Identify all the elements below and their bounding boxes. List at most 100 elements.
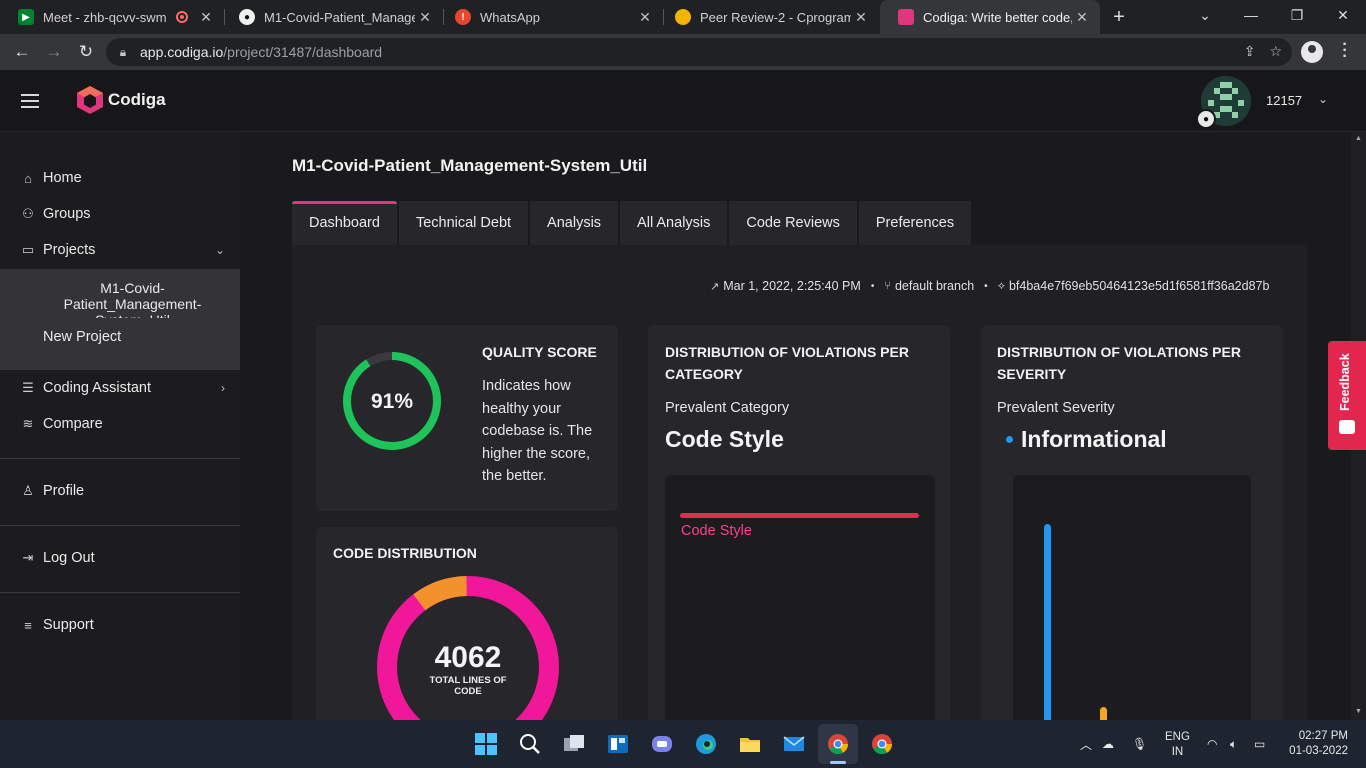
browser-menu-icon[interactable]: · · ·	[1342, 36, 1348, 65]
violations-severity-card: DISTRIBUTION OF VIOLATIONS PER SEVERITY …	[981, 325, 1283, 720]
back-arrow-icon[interactable]: ←	[13, 42, 31, 61]
windows-taskbar: ︿ ☁ 🎙︎ ENG IN ◠ 🔈︎ ▭ 02:27 PM 01-03-2022	[0, 720, 1366, 768]
sidebar-item-new-project[interactable]: New Project	[43, 329, 122, 345]
divider	[0, 525, 240, 526]
chrome-profile-icon[interactable]	[866, 728, 898, 760]
sidebar-item-projects[interactable]: ▭ Projects ⌄	[21, 242, 225, 258]
logout-icon: ⇥	[22, 550, 34, 565]
mail-icon[interactable]	[778, 728, 810, 760]
home-icon: ⌂	[24, 170, 32, 186]
browser-toolbar: ← → ↻ 🔒︎ app.codiga.io/project/31487/das…	[0, 34, 1366, 70]
tab-analysis[interactable]: Analysis	[530, 201, 619, 245]
layers-icon: ≋	[22, 416, 34, 431]
chrome-icon[interactable]	[822, 728, 854, 760]
widgets-icon[interactable]	[602, 728, 634, 760]
projects-submenu	[0, 269, 240, 370]
chevron-right-icon: ›	[221, 381, 225, 395]
codiga-logo[interactable]: Codiga	[76, 85, 166, 115]
profile-icon[interactable]	[1301, 41, 1323, 63]
meet-favicon-icon: ▶	[18, 9, 34, 25]
support-icon: ≡	[24, 617, 32, 633]
browser-tab-codiga[interactable]: Codiga: Write better code, fa ✕	[880, 0, 1100, 34]
windows-start-icon[interactable]	[470, 728, 502, 760]
groups-icon: ⚇	[22, 206, 34, 221]
branch-icon: ⑂	[884, 280, 891, 292]
quality-score-ring: 91%	[343, 352, 441, 450]
tray-chevron-up-icon[interactable]: ︿	[1080, 737, 1093, 752]
feedback-icon	[1339, 420, 1355, 434]
search-icon[interactable]	[514, 728, 546, 760]
tab-dashboard[interactable]: Dashboard	[292, 201, 397, 245]
share-icon[interactable]: ⇪	[1243, 43, 1256, 59]
close-tab-icon[interactable]: ✕	[1076, 8, 1088, 25]
feedback-button[interactable]: Feedback	[1328, 341, 1366, 450]
browser-tab-meet[interactable]: ▶ Meet - zhb-qcvv-swm ✕	[0, 0, 224, 34]
chevron-down-icon[interactable]: ⌄	[1318, 92, 1329, 106]
sidebar-item-support[interactable]: ≡ Support	[0, 607, 240, 643]
browser-tab-github[interactable]: ● M1-Covid-Patient_Managem ✕	[221, 0, 443, 34]
sidebar-item-groups[interactable]: ⚇ Groups	[0, 196, 240, 232]
divider	[0, 592, 240, 593]
bookmark-star-icon[interactable]: ☆	[1269, 43, 1282, 59]
close-tab-icon[interactable]: ✕	[639, 8, 651, 25]
avatar[interactable]	[1201, 76, 1251, 126]
main-content: M1-Covid-Patient_Management-System_Util …	[240, 132, 1351, 720]
forward-arrow-icon[interactable]: →	[45, 42, 63, 61]
username[interactable]: 12157	[1266, 93, 1303, 108]
language-indicator[interactable]: ENG IN	[1165, 731, 1190, 758]
close-window-button[interactable]: ✕	[1337, 6, 1349, 23]
browser-tab-bar: ▶ Meet - zhb-qcvv-swm ✕ ● M1-Covid-Patie…	[0, 0, 1366, 34]
teams-chat-icon[interactable]	[646, 728, 678, 760]
close-tab-icon[interactable]: ✕	[855, 8, 867, 25]
lock-icon: 🔒︎	[119, 44, 127, 59]
active-app-indicator	[830, 761, 846, 764]
close-tab-icon[interactable]: ✕	[200, 8, 212, 25]
sidebar-item-current-project[interactable]: M1-Covid-Patient_Management-System_Util	[63, 280, 202, 318]
tab-technical-debt[interactable]: Technical Debt	[398, 201, 529, 245]
severity-bar-secondary[interactable]	[1100, 707, 1107, 720]
category-bar[interactable]	[680, 513, 919, 518]
codiga-logo-icon	[77, 86, 103, 114]
sidebar-item-coding-assistant[interactable]: ☰ Coding Assistant ›	[0, 370, 240, 406]
branch-name: default branch	[894, 279, 975, 293]
analysis-meta: ↗ Mar 1, 2022, 2:25:40 PM • ⑂ default br…	[710, 279, 1270, 293]
quality-score-description: Indicates how healthy your codebase is. …	[482, 378, 593, 484]
minimize-button[interactable]: —	[1244, 7, 1258, 23]
severity-chart	[1013, 475, 1251, 720]
prevalent-severity-value: Informational	[1021, 426, 1167, 452]
sidebar: ⌂ Home ⚇ Groups ▭ Projects ⌄ M1-Covid-Pa…	[0, 132, 240, 720]
close-tab-icon[interactable]: ✕	[419, 8, 431, 25]
hamburger-menu-icon[interactable]	[21, 94, 39, 108]
microphone-icon[interactable]: 🎙︎	[1132, 737, 1148, 751]
browser-tab-whatsapp[interactable]: ! WhatsApp ✕	[437, 0, 663, 34]
violations-category-title: DISTRIBUTION OF VIOLATIONS PER CATEGORY	[665, 344, 909, 382]
code-distribution-card: CODE DISTRIBUTION 4062 TOTAL LINES OF CO…	[316, 527, 618, 720]
tab-preferences[interactable]: Preferences	[858, 201, 972, 245]
new-tab-button[interactable]: +	[1113, 6, 1125, 28]
browser-tab-peer-review[interactable]: Peer Review-2 - Cprogrammi ✕	[657, 0, 879, 34]
edge-browser-icon[interactable]	[690, 728, 722, 760]
clock[interactable]: 02:27 PM 01-03-2022	[1289, 730, 1348, 757]
file-explorer-icon[interactable]	[734, 728, 766, 760]
restore-button[interactable]: ❐	[1290, 6, 1304, 23]
tab-all-analysis[interactable]: All Analysis	[620, 201, 728, 245]
sidebar-item-home[interactable]: ⌂ Home	[0, 160, 240, 196]
battery-icon[interactable]: ▭	[1254, 737, 1266, 751]
task-view-icon[interactable]	[558, 728, 590, 760]
violations-severity-title: DISTRIBUTION OF VIOLATIONS PER SEVERITY	[997, 344, 1241, 382]
total-lines-label: TOTAL LINES OF CODE	[429, 675, 507, 697]
wifi-icon[interactable]: ◠	[1207, 737, 1218, 751]
address-bar[interactable]: 🔒︎ app.codiga.io/project/31487/dashboard…	[106, 38, 1292, 66]
tab-code-reviews[interactable]: Code Reviews	[729, 201, 857, 245]
quality-score-card: 91% QUALITY SCORE Indicates how healthy …	[316, 325, 618, 511]
sidebar-item-compare[interactable]: ≋ Compare	[0, 406, 240, 442]
sidebar-item-profile[interactable]: ♙ Profile	[0, 473, 240, 509]
tab-search-icon[interactable]: ⌄	[1199, 6, 1211, 23]
github-favicon-icon: ●	[239, 9, 255, 25]
prevalent-category-value: Code Style	[665, 426, 784, 452]
reload-icon[interactable]: ↻	[78, 42, 94, 61]
volume-icon[interactable]: 🔈︎	[1230, 736, 1238, 751]
severity-bar-informational[interactable]	[1044, 524, 1051, 720]
onedrive-icon[interactable]: ☁	[1102, 737, 1114, 751]
sidebar-item-logout[interactable]: ⇥ Log Out	[0, 540, 240, 576]
